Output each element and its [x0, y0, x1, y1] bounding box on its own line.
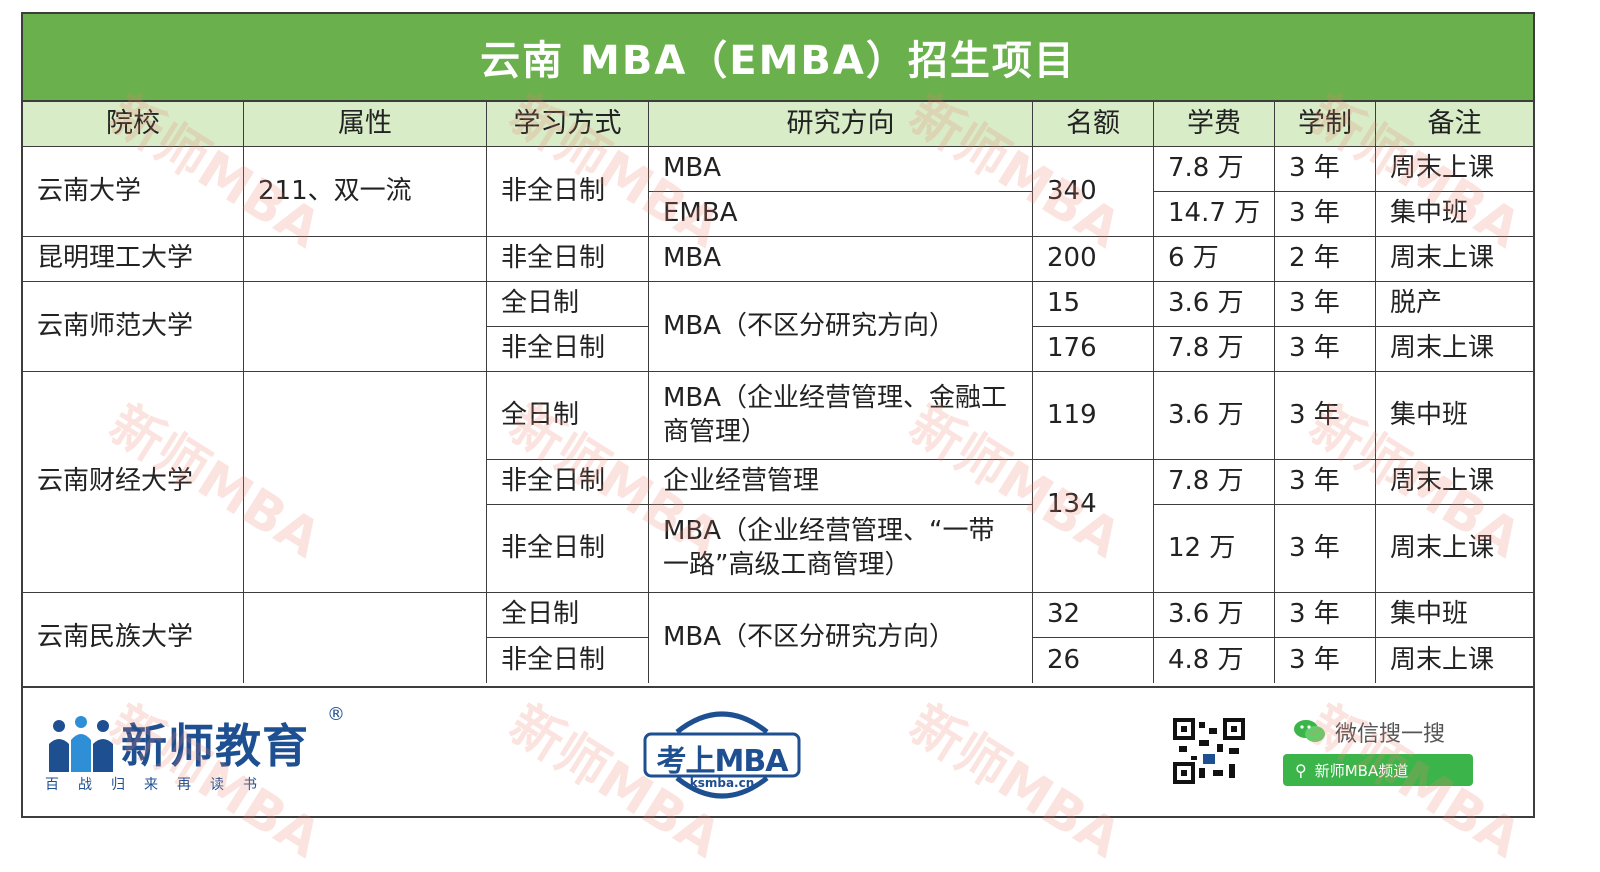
- study-mode: 全日制: [487, 593, 649, 638]
- brand-name: 新师教育: [121, 719, 309, 773]
- header-mode: 学习方式: [487, 102, 649, 147]
- people-icon: [49, 716, 113, 772]
- direction: EMBA: [649, 192, 1033, 237]
- quota: 119: [1033, 372, 1154, 460]
- wechat-search-button[interactable]: ⚲ 新师MBA频道: [1283, 754, 1473, 786]
- quota: 134: [1033, 460, 1154, 593]
- header-quota: 名额: [1033, 102, 1154, 147]
- school-name: 云南民族大学: [23, 593, 244, 683]
- remark: 集中班: [1376, 372, 1533, 460]
- study-mode: 非全日制: [487, 505, 649, 593]
- remark: 周末上课: [1376, 505, 1533, 593]
- school-name: 昆明理工大学: [23, 237, 244, 282]
- qr-code-icon[interactable]: [1173, 718, 1245, 784]
- duration: 3 年: [1275, 638, 1376, 683]
- search-icon: ⚲: [1295, 760, 1307, 780]
- header-fee: 学费: [1154, 102, 1275, 147]
- header-school: 院校: [23, 102, 244, 147]
- remark: 周末上课: [1376, 327, 1533, 372]
- tuition: 3.6 万: [1154, 282, 1275, 327]
- duration: 3 年: [1275, 147, 1376, 192]
- school-name: 云南大学: [23, 147, 244, 237]
- duration: 3 年: [1275, 460, 1376, 505]
- direction: MBA（企业经营管理、金融工商管理）: [649, 372, 1033, 460]
- direction: MBA: [649, 237, 1033, 282]
- footer: 新师教育 ® 百战归来再读书 考上MBA ksmba.cn: [23, 688, 1533, 816]
- tuition: 3.6 万: [1154, 593, 1275, 638]
- remark: 周末上课: [1390, 644, 1495, 675]
- quota: 26: [1033, 638, 1154, 683]
- tuition: 3.6 万: [1154, 372, 1275, 460]
- brand-slogan: 百战归来再读书: [45, 777, 276, 793]
- duration: 3 年: [1275, 505, 1376, 593]
- quota: 200: [1033, 237, 1154, 282]
- direction: MBA（不区分研究方向）: [649, 593, 1033, 683]
- direction: MBA（不区分研究方向）: [649, 282, 1033, 372]
- direction: MBA: [649, 147, 1033, 192]
- study-mode: 非全日制: [487, 460, 649, 505]
- study-mode: 非全日制: [487, 237, 649, 282]
- page-frame: 云南 MBA（EMBA）招生项目 院校 属性 学习方式 研究方向 名额 学费 学…: [21, 12, 1535, 818]
- duration: 3 年: [1275, 372, 1376, 460]
- study-mode: 非全日制: [487, 147, 649, 237]
- remark: 周末上课: [1376, 460, 1533, 505]
- header-length: 学制: [1275, 102, 1376, 147]
- quota: 340: [1033, 147, 1154, 237]
- registered-mark: ®: [327, 704, 345, 725]
- direction: 企业经营管理: [649, 460, 1033, 505]
- remark: 周末上课: [1376, 237, 1533, 282]
- tuition: 12 万: [1154, 505, 1275, 593]
- header-attribute: 属性: [244, 102, 487, 147]
- study-mode: 全日制: [487, 372, 649, 460]
- duration: 3 年: [1275, 327, 1376, 372]
- school-attribute: [244, 372, 487, 593]
- school-name: 云南师范大学: [23, 282, 244, 372]
- school-attribute: [244, 593, 487, 683]
- tuition: 7.8 万: [1154, 147, 1275, 192]
- school-attribute: [244, 237, 487, 282]
- xinshi-logo[interactable]: 新师教育 ® 百战归来再读书: [45, 704, 345, 800]
- school-attribute: 211、双一流: [244, 147, 487, 237]
- header-direction: 研究方向: [649, 102, 1033, 147]
- duration: 3 年: [1275, 593, 1376, 638]
- duration: 3 年: [1275, 282, 1376, 327]
- quota: 32: [1033, 593, 1154, 638]
- study-mode: 非全日制: [487, 638, 649, 683]
- tuition: 7.8 万: [1154, 327, 1275, 372]
- remark: 周末上课: [1376, 147, 1533, 192]
- page-title: 云南 MBA（EMBA）招生项目: [23, 14, 1533, 102]
- wechat-search-text: 微信搜一搜: [1335, 722, 1446, 747]
- remark: 集中班: [1376, 593, 1533, 638]
- school-name: 云南财经大学: [23, 372, 244, 593]
- duration: 3 年: [1275, 192, 1376, 237]
- school-attribute: [244, 282, 487, 372]
- admissions-table: 院校 属性 学习方式 研究方向 名额 学费 学制 备注 云南大学 211、双一流…: [23, 102, 1533, 688]
- ksmba-text: 考上MBA: [656, 744, 789, 779]
- tuition: 7.8 万: [1154, 460, 1275, 505]
- remark: 集中班: [1376, 192, 1533, 237]
- duration: 2 年: [1275, 237, 1376, 282]
- tuition: 14.7 万: [1154, 192, 1275, 237]
- header-note: 备注: [1376, 102, 1533, 147]
- study-mode: 非全日制: [487, 327, 649, 372]
- quota: 176: [1033, 327, 1154, 372]
- remark: 脱产: [1376, 282, 1533, 327]
- ksmba-logo[interactable]: 考上MBA ksmba.cn: [641, 702, 803, 804]
- search-label: 新师MBA频道: [1314, 761, 1409, 780]
- quota: 15: [1033, 282, 1154, 327]
- wechat-icon: [1294, 720, 1325, 742]
- tuition: 4.8 万: [1154, 638, 1275, 683]
- ksmba-domain: ksmba.cn: [689, 776, 755, 790]
- direction: MBA（企业经营管理、“一带一路”高级工商管理）: [649, 505, 1033, 593]
- tuition: 6 万: [1154, 237, 1275, 282]
- study-mode: 全日制: [487, 282, 649, 327]
